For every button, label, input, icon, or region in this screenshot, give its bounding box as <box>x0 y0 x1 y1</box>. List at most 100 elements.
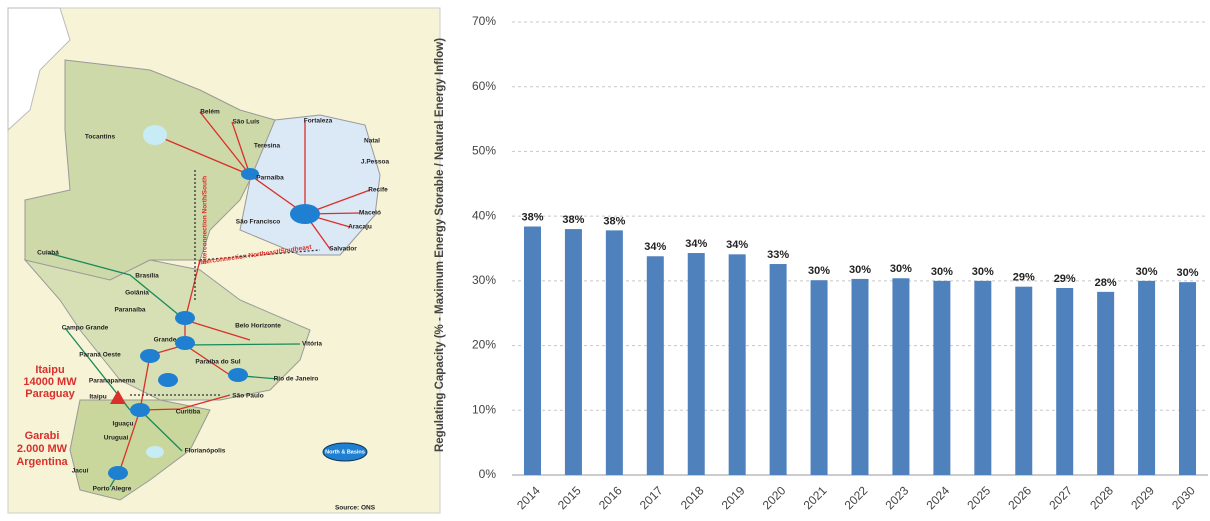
legend-text: North & Basins <box>325 449 365 455</box>
y-tick-label: 60% <box>472 79 496 93</box>
city-label: Goiânia <box>125 290 149 297</box>
city-label: São Francisco <box>236 219 280 226</box>
bar <box>974 280 992 475</box>
value-label: 30% <box>1136 266 1158 278</box>
source: Source: ONS <box>335 505 376 512</box>
bar <box>605 230 623 475</box>
garabi-label: 2.000 MW <box>17 443 68 455</box>
city-label: Curitiba <box>176 409 201 416</box>
x-tick-label: 2027 <box>1046 483 1075 512</box>
bar <box>728 254 746 475</box>
value-label: 29% <box>1054 273 1076 285</box>
x-tick-label: 2020 <box>760 483 789 512</box>
itaipu-label: Itaipu <box>35 364 64 376</box>
itaipu-label: 14000 MW <box>23 376 77 388</box>
city-label: Belo Horizonte <box>235 323 281 330</box>
value-label: 28% <box>1095 277 1117 289</box>
city-label: Rio de Janeiro <box>274 376 319 383</box>
city-label: Paranaíba <box>114 307 145 314</box>
city-label: Porto Alegre <box>93 486 132 493</box>
value-label: 30% <box>890 263 912 275</box>
city-label: Cuiabá <box>37 250 59 257</box>
city-label: Natal <box>364 138 380 145</box>
hubs <box>108 125 320 480</box>
city-label: Itaipu <box>89 394 106 401</box>
bar <box>1056 287 1074 475</box>
city-label: Maceió <box>359 210 381 217</box>
x-tick-label: 2026 <box>1005 483 1034 512</box>
city-label: Vitória <box>302 341 322 348</box>
legend-ellipse <box>322 442 368 462</box>
y-tick-label: 20% <box>472 338 496 352</box>
value-label: 29% <box>1013 272 1035 284</box>
value-label: 33% <box>767 249 789 261</box>
x-tick-label: 2015 <box>555 483 584 512</box>
x-tick-label: 2016 <box>596 483 625 512</box>
city-label: Iguaçu <box>113 421 134 428</box>
value-label: 34% <box>685 238 707 250</box>
y-tick-label: 0% <box>479 467 497 481</box>
city-label: Teresina <box>254 143 281 150</box>
bar <box>769 264 787 475</box>
bar <box>933 280 951 475</box>
city-label: Brasília <box>135 273 159 280</box>
bar <box>646 256 664 475</box>
x-tick-label: 2017 <box>637 483 666 512</box>
city-label: São Paulo <box>232 393 263 400</box>
x-tick-label: 2023 <box>883 483 912 512</box>
bar <box>892 278 910 475</box>
city-label: Fortaleza <box>304 118 333 125</box>
bar <box>851 278 869 475</box>
south-region <box>69 399 211 501</box>
x-tick-label: 2014 <box>514 483 543 512</box>
x-tick-label: 2019 <box>719 483 748 512</box>
x-tick-label: 2024 <box>923 483 952 512</box>
x-tick-label: 2030 <box>1169 483 1198 512</box>
value-label: 30% <box>972 266 994 278</box>
y-axis-label: Regulating Capacity (% - Maximum Energy … <box>434 38 446 452</box>
city-label: Salvador <box>329 246 357 253</box>
city-label: Grande <box>154 337 177 344</box>
y-tick-label: 30% <box>472 273 496 287</box>
x-tick-label: 2025 <box>964 483 993 512</box>
value-label: 34% <box>644 241 666 253</box>
northeast-region <box>239 114 381 256</box>
city-label: Recife <box>368 187 388 194</box>
city-label: Paraná Oeste <box>79 352 121 359</box>
bar <box>810 280 828 475</box>
city-label: Belém <box>200 109 220 116</box>
value-label: 30% <box>808 265 830 277</box>
value-label: 30% <box>1177 267 1199 279</box>
x-tick-label: 2021 <box>801 483 830 512</box>
city-label: Uruguai <box>104 435 129 442</box>
bar <box>1097 291 1115 475</box>
value-label: 38% <box>521 211 543 223</box>
city-label: São Luís <box>232 119 259 126</box>
ocean <box>7 7 71 132</box>
city-label: Aracaju <box>348 224 372 231</box>
value-label: 38% <box>603 215 625 227</box>
bar <box>523 226 541 475</box>
value-label: 30% <box>931 266 953 278</box>
southeast-region <box>23 259 311 401</box>
city-label: Florianópolis <box>185 448 226 455</box>
x-tick-label: 2022 <box>842 483 871 512</box>
x-tick-label: 2029 <box>1128 483 1157 512</box>
city-label: Campo Grande <box>62 325 109 332</box>
city-label: Paranapanema <box>89 378 136 385</box>
city-label: Tocantins <box>85 134 116 141</box>
y-tick-label: 70% <box>472 14 496 28</box>
value-label: 30% <box>849 264 871 276</box>
city-label: Paraíba do Sul <box>195 359 240 366</box>
bar <box>1015 286 1033 475</box>
garabi-label: Argentina <box>16 456 68 468</box>
interconnection-label: Interconnection North/South <box>202 176 209 264</box>
city-label: Parnaíba <box>256 175 284 182</box>
y-tick-label: 40% <box>472 208 496 222</box>
x-tick-label: 2018 <box>678 483 707 512</box>
y-tick-label: 10% <box>472 402 496 416</box>
city-label: J.Pessoa <box>361 159 390 166</box>
bar <box>564 229 582 475</box>
city-label: Jacuí <box>72 468 89 475</box>
